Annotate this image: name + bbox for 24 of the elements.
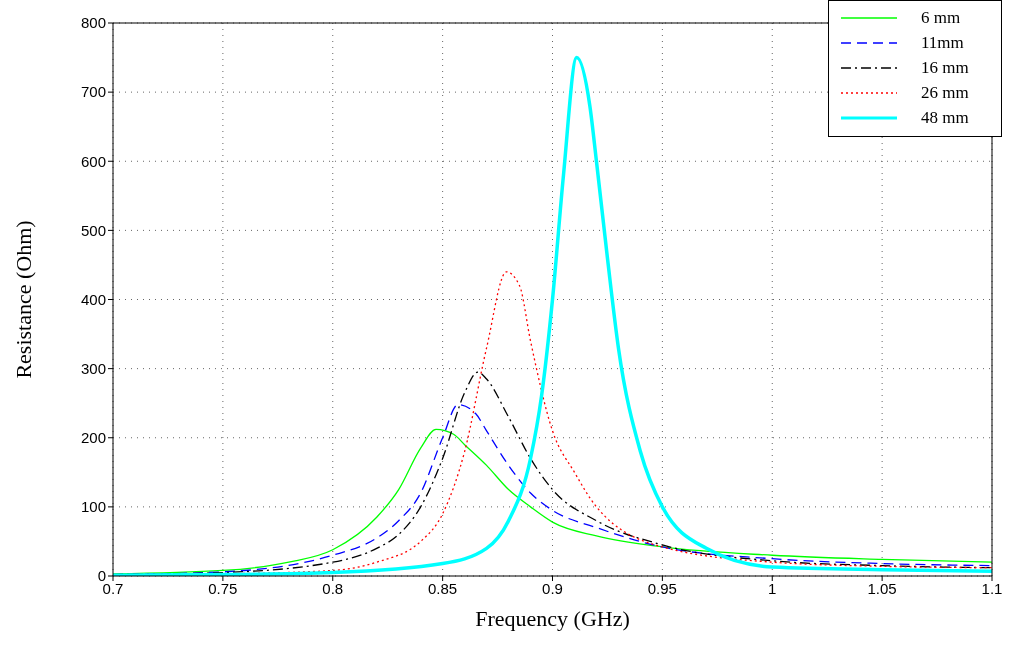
y-tick-label: 300 [80,359,106,377]
x-tick-label: 1 [768,579,777,597]
y-tick-label: 600 [80,152,106,170]
legend-label: 48 mm [921,107,970,128]
x-tick-label: 1.1 [981,579,1003,597]
legend-label: 11mm [921,32,965,53]
legend-label: 26 mm [921,82,970,103]
legend-label: 16 mm [921,57,970,78]
x-axis-title: Frequency (GHz) [475,606,630,631]
x-tick-label: 0.85 [428,579,458,597]
x-tick-label: 0.95 [647,579,677,597]
y-tick-label: 400 [80,290,106,308]
y-axis-title: Resistance (Ohm) [10,220,36,379]
y-tick-label: 800 [80,14,106,32]
y-tick-label: 500 [80,221,106,239]
y-tick-label: 0 [97,567,106,585]
x-tick-label: 0.9 [542,579,563,597]
y-tick-label: 100 [80,498,106,516]
y-tick-label: 200 [80,429,106,447]
y-tick-label: 700 [80,83,106,101]
x-tick-label: 1.05 [867,579,897,597]
legend-label: 6 mm [921,7,962,28]
x-tick-label: 0.8 [322,579,344,597]
x-tick-label: 0.75 [208,579,238,597]
